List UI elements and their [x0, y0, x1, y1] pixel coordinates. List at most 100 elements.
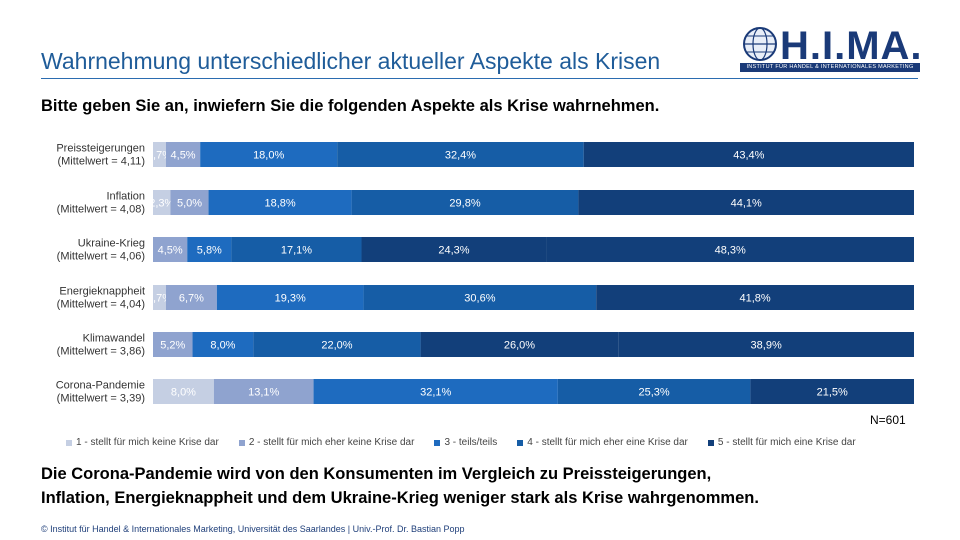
bar-segment-5	[750, 379, 914, 404]
category-mean-label: (Mittelwert = 4,06)	[57, 251, 145, 263]
conclusion-line-2: Inflation, Energieknappheit und dem Ukra…	[41, 489, 759, 507]
legend-swatch	[434, 439, 441, 446]
sample-size-label: N=601	[870, 413, 906, 427]
data-label: 8,0%	[171, 387, 196, 399]
bar-segment-4	[253, 332, 421, 357]
bar-segment-4	[557, 379, 751, 404]
bar-segment-4	[337, 142, 584, 167]
data-label: 44,1%	[731, 198, 762, 210]
data-label: 1,7%	[147, 150, 172, 162]
category-label: Energieknappheit	[59, 286, 145, 298]
bar-segment-5	[361, 237, 547, 262]
data-label: 6,7%	[179, 293, 204, 305]
legend-label: 2 - stellt für mich eher keine Krise dar	[248, 437, 415, 448]
bar-segment-3	[192, 332, 254, 357]
globe-icon	[743, 27, 777, 61]
title-divider	[41, 78, 918, 79]
hima-logo: H.I.MA. INSTITUT FÜR HANDEL & INTERNATIO…	[740, 24, 923, 74]
logo-subtitle: INSTITUT FÜR HANDEL & INTERNATIONALES MA…	[740, 63, 920, 72]
data-label: 26,0%	[504, 340, 535, 352]
bar-segment-4	[363, 285, 597, 310]
stacked-bar-chart: 1,7%4,5% 18,0% 32,4% 43,4%Preissteigerungen…	[56, 142, 914, 405]
bar-segment-3	[200, 142, 338, 167]
bar-segment-2	[153, 237, 188, 262]
logo-wordmark: H.I.MA.	[780, 24, 923, 68]
data-label: 5,8%	[197, 245, 222, 257]
data-label: 22,0%	[321, 340, 352, 352]
data-label: 30,6%	[464, 293, 495, 305]
bar-segment-5	[583, 142, 914, 167]
data-label: 41,8%	[740, 293, 771, 305]
data-label: 1,7%	[147, 293, 172, 305]
legend-item: 1 - stellt für mich keine Krise dar	[66, 437, 219, 448]
data-label: 17,1%	[281, 245, 312, 257]
page-title: Wahrnehmung unterschiedlicher aktueller …	[41, 48, 661, 74]
category-mean-label: (Mittelwert = 4,11)	[57, 156, 145, 168]
data-label: 43,4%	[733, 150, 764, 162]
bar-segment-5	[596, 285, 914, 310]
chart-legend: 1 - stellt für mich keine Krise dar 2 - s…	[66, 437, 856, 448]
bar-segment-4	[351, 190, 579, 215]
conclusion-line-1: Die Corona-Pandemie wird von den Konsume…	[41, 465, 712, 483]
data-label: 4,5%	[171, 150, 196, 162]
category-label: Preissteigerungen	[56, 143, 145, 155]
data-label: 24,3%	[438, 245, 469, 257]
legend-label: 3 - teils/teils	[444, 437, 498, 448]
bar-segment-1	[153, 142, 166, 167]
bar-segment-5b	[546, 237, 914, 262]
category-mean-label: (Mittelwert = 4,08)	[57, 204, 145, 216]
category-mean-label: (Mittelwert = 3,86)	[57, 346, 145, 358]
legend-label: 4 - stellt für mich eher eine Krise dar	[527, 437, 688, 448]
data-label: 25,3%	[639, 387, 670, 399]
bar-segment-5	[420, 332, 619, 357]
bar-segment-3	[313, 379, 558, 404]
data-label: 18,8%	[264, 198, 295, 210]
data-label: 19,3%	[275, 293, 306, 305]
data-label: 5,0%	[177, 198, 202, 210]
survey-question: Bitte geben Sie an, inwiefern Sie die fo…	[41, 97, 660, 115]
legend-swatch	[238, 439, 245, 446]
legend-item: 2 - stellt für mich eher keine Krise dar	[238, 437, 415, 448]
legend-swatch	[517, 439, 524, 446]
bar-segment-2	[165, 142, 201, 167]
legend-label: 1 - stellt für mich keine Krise dar	[76, 437, 219, 448]
bar-segment-3	[187, 237, 232, 262]
data-label: 38,9%	[751, 340, 782, 352]
category-mean-label: (Mittelwert = 4,04)	[57, 299, 145, 311]
bar-segment-5	[578, 190, 914, 215]
category-mean-label: (Mittelwert = 3,39)	[57, 393, 145, 405]
data-label: 29,8%	[449, 198, 480, 210]
data-label: 32,1%	[420, 387, 451, 399]
bar-segment-2	[165, 285, 217, 310]
legend-swatch	[707, 439, 714, 446]
data-label: 8,0%	[210, 340, 235, 352]
category-label: Corona-Pandemie	[56, 380, 145, 392]
footer-copyright: © Institut für Handel & Internationales …	[41, 524, 465, 534]
bar-segment-3	[208, 190, 352, 215]
bar-segment-3	[216, 285, 364, 310]
legend-item: 4 - stellt für mich eher eine Krise dar	[517, 437, 688, 448]
data-label: 21,5%	[817, 387, 848, 399]
bar-segment-4	[231, 237, 362, 262]
legend-label: 5 - stellt für mich eine Krise dar	[717, 437, 856, 448]
data-label: 5,2%	[160, 340, 185, 352]
bar-segment-1	[153, 285, 166, 310]
data-label: 13,1%	[248, 387, 279, 399]
bar-segment-2	[170, 190, 209, 215]
data-label: 48,3%	[715, 245, 746, 257]
category-label: Klimawandel	[83, 333, 145, 345]
bar-segment-2	[153, 332, 193, 357]
data-label: 2,3%	[149, 198, 174, 210]
bar-segment-5b	[618, 332, 914, 357]
bar-segment-2	[213, 379, 314, 404]
category-label: Inflation	[106, 191, 145, 203]
data-label: 4,5%	[158, 245, 183, 257]
legend-item: 5 - stellt für mich eine Krise dar	[707, 437, 856, 448]
bar-segment-1	[153, 190, 171, 215]
conclusion-text: Die Corona-Pandemie wird von den Konsume…	[41, 462, 759, 510]
legend-swatch	[66, 439, 72, 446]
data-label: 18,0%	[253, 150, 284, 162]
data-label: 32,4%	[445, 150, 476, 162]
legend-item: 3 - teils/teils	[434, 437, 497, 448]
category-label: Ukraine-Krieg	[78, 238, 145, 250]
